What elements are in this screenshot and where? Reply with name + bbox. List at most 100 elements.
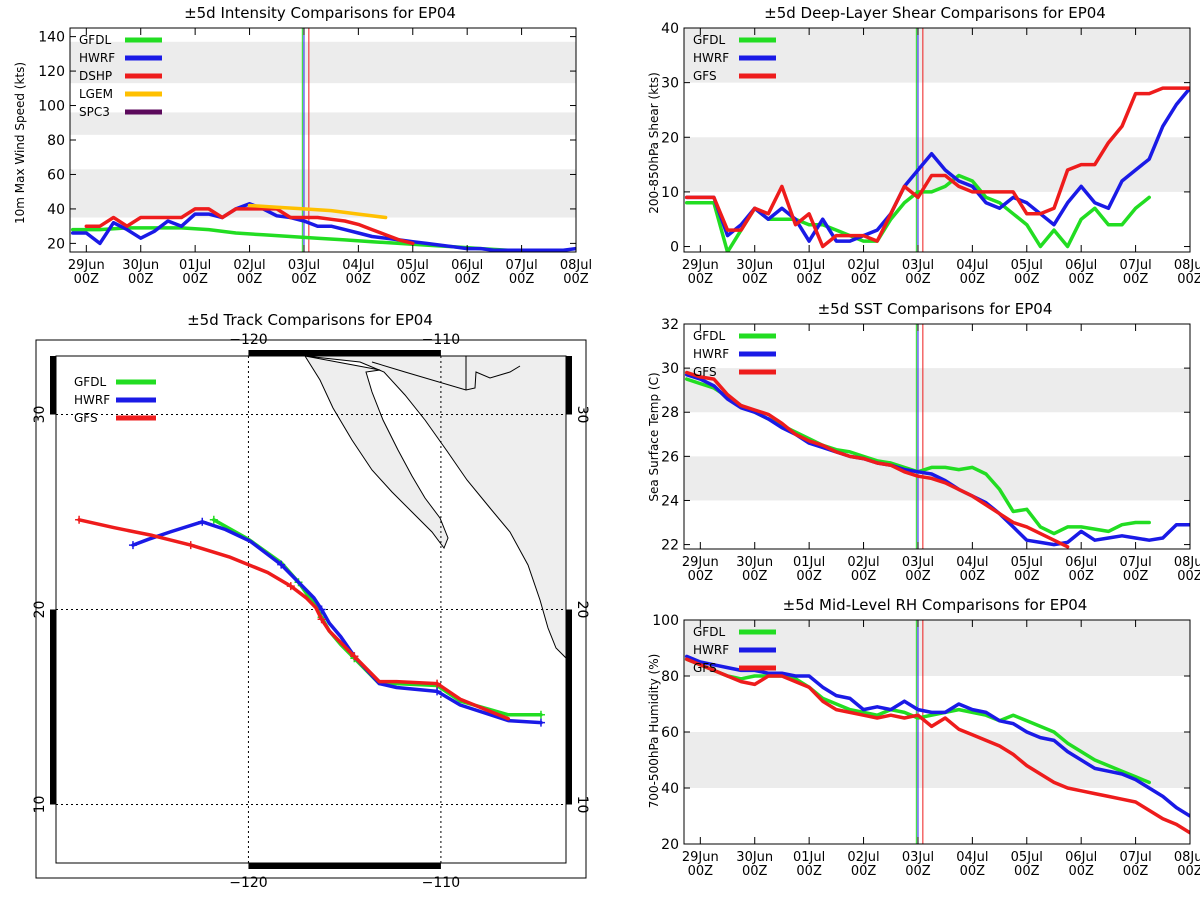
xtick-label-hour: 00Z bbox=[960, 569, 986, 584]
sst-title: ±5d SST Comparisons for EP04 bbox=[818, 300, 1053, 318]
lon-label-top: −120 bbox=[229, 332, 267, 348]
legend-label-gfdl: GFDL bbox=[693, 33, 725, 47]
band-0 bbox=[684, 137, 1190, 192]
xtick-label-hour: 00Z bbox=[960, 272, 986, 287]
xtick-label-hour: 00Z bbox=[509, 272, 535, 287]
xtick-label-hour: 00Z bbox=[346, 272, 372, 287]
series-lgem bbox=[247, 203, 388, 220]
track-hwrf bbox=[131, 520, 543, 725]
shear-panel: ±5d Deep-Layer Shear Comparisons for EP0… bbox=[647, 4, 1200, 287]
track-position-marker bbox=[317, 605, 326, 614]
legend-label-hwrf: HWRF bbox=[693, 643, 729, 657]
track-gfs bbox=[77, 518, 511, 721]
xtick-label-date: 04Jul bbox=[956, 850, 988, 865]
legend-label-gfs: GFS bbox=[74, 411, 98, 425]
xtick-label-date: 05Jul bbox=[1011, 850, 1043, 865]
xtick-label-hour: 00Z bbox=[400, 272, 426, 287]
ytick-label: 32 bbox=[661, 317, 679, 333]
xtick-label-date: 01Jul bbox=[179, 258, 211, 273]
xtick-label-hour: 00Z bbox=[960, 864, 986, 879]
legend-label-gfdl: GFDL bbox=[79, 33, 111, 47]
legend-label-gfdl: GFDL bbox=[693, 329, 725, 343]
band-1 bbox=[684, 368, 1190, 413]
xtick-label-date: 06Jul bbox=[451, 258, 483, 273]
intensity-ylabel: 10m Max Wind Speed (kts) bbox=[13, 62, 27, 224]
xtick-label-hour: 00Z bbox=[1177, 864, 1200, 879]
xtick-label-date: 02Jul bbox=[233, 258, 265, 273]
xtick-label-date: 05Jul bbox=[1011, 258, 1043, 273]
xtick-label-hour: 00Z bbox=[1068, 569, 1094, 584]
ytick-label: 30 bbox=[661, 361, 679, 377]
series-gfdl bbox=[684, 657, 1151, 785]
lat-label-right: 10 bbox=[574, 796, 590, 814]
xtick-label-hour: 00Z bbox=[1014, 569, 1040, 584]
xtick-label-date: 07Jul bbox=[505, 258, 537, 273]
neatline-bar bbox=[50, 356, 56, 415]
xtick-label-hour: 00Z bbox=[1177, 272, 1200, 287]
legend-label-gfs: GFS bbox=[693, 365, 717, 379]
series-hwrf bbox=[684, 372, 1190, 547]
xtick-label-hour: 00Z bbox=[905, 272, 931, 287]
xtick-label-date: 29Jun bbox=[682, 850, 719, 865]
legend-label-hwrf: HWRF bbox=[79, 51, 115, 65]
legend-label-spc3: SPC3 bbox=[79, 105, 110, 119]
xtick-label-hour: 00Z bbox=[1068, 864, 1094, 879]
xtick-label-date: 03Jul bbox=[288, 258, 320, 273]
xtick-label-hour: 00Z bbox=[796, 864, 822, 879]
series-hwrf bbox=[70, 202, 576, 252]
xtick-label-date: 03Jul bbox=[902, 258, 934, 273]
ytick-label: 100 bbox=[38, 99, 65, 115]
mainland-landmass bbox=[304, 356, 566, 659]
xtick-label-hour: 00Z bbox=[742, 272, 768, 287]
xtick-label-hour: 00Z bbox=[182, 272, 208, 287]
xtick-label-date: 07Jul bbox=[1119, 258, 1151, 273]
xtick-label-date: 02Jul bbox=[847, 555, 879, 570]
xtick-label-hour: 00Z bbox=[1123, 569, 1149, 584]
neatline-bar bbox=[248, 350, 441, 356]
series-gfs bbox=[684, 86, 1190, 249]
track-position-marker bbox=[350, 652, 359, 661]
xtick-label-hour: 00Z bbox=[688, 272, 714, 287]
ytick-label: 60 bbox=[47, 167, 65, 183]
intensity-title: ±5d Intensity Comparisons for EP04 bbox=[184, 4, 456, 22]
xtick-label-hour: 00Z bbox=[905, 864, 931, 879]
track-position-marker bbox=[198, 517, 207, 526]
map-outer-frame bbox=[35, 339, 587, 879]
xtick-label-date: 03Jul bbox=[902, 850, 934, 865]
xtick-label-hour: 00Z bbox=[688, 864, 714, 879]
lon-label-top: −110 bbox=[422, 332, 460, 348]
lon-label-bottom: −110 bbox=[422, 875, 460, 891]
xtick-label-hour: 00Z bbox=[1068, 272, 1094, 287]
series-hwrf bbox=[684, 86, 1190, 243]
lon-label-bottom: −120 bbox=[229, 875, 267, 891]
xtick-label-hour: 00Z bbox=[1123, 864, 1149, 879]
legend-label-gfdl: GFDL bbox=[74, 375, 106, 389]
xtick-label-hour: 00Z bbox=[1177, 569, 1200, 584]
xtick-label-date: 08Jul bbox=[1174, 850, 1200, 865]
ytick-label: 40 bbox=[661, 781, 679, 797]
xtick-label-date: 02Jul bbox=[847, 850, 879, 865]
xtick-label-hour: 00Z bbox=[905, 569, 931, 584]
neatline-bar bbox=[248, 863, 441, 869]
xtick-label-date: 29Jun bbox=[68, 258, 105, 273]
rh-ylabel: 700-500hPa Humidity (%) bbox=[647, 654, 661, 809]
ytick-label: 10 bbox=[661, 185, 679, 201]
xtick-label-hour: 00Z bbox=[851, 272, 877, 287]
track-position-marker bbox=[536, 718, 545, 727]
track-position-marker bbox=[186, 541, 195, 550]
xtick-label-hour: 00Z bbox=[796, 272, 822, 287]
xtick-label-date: 08Jul bbox=[1174, 258, 1200, 273]
xtick-label-date: 04Jul bbox=[956, 258, 988, 273]
xtick-label-hour: 00Z bbox=[851, 864, 877, 879]
track-position-marker bbox=[128, 541, 137, 550]
shear-plot: 01020304029Jun00Z30Jun00Z01Jul00Z02Jul00… bbox=[661, 21, 1200, 287]
xtick-label-date: 05Jul bbox=[1011, 555, 1043, 570]
intensity-plot: 2040608010012014029Jun00Z30Jun00Z01Jul00… bbox=[38, 27, 592, 287]
legend-label-lgem: LGEM bbox=[79, 87, 113, 101]
legend-label-gfs: GFS bbox=[693, 69, 717, 83]
xtick-label-date: 01Jul bbox=[793, 555, 825, 570]
lat-label-left: 10 bbox=[32, 796, 48, 814]
ytick-label: 20 bbox=[661, 130, 679, 146]
series-gfs bbox=[684, 657, 1190, 835]
